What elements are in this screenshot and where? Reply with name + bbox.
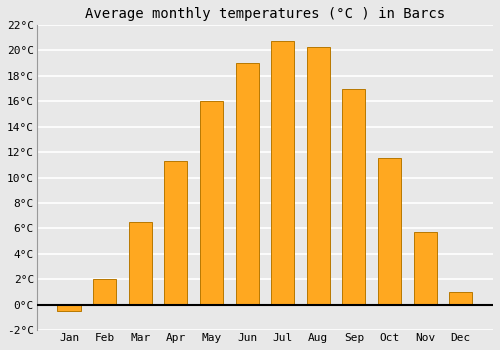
Bar: [164, 161, 188, 305]
Bar: [271, 41, 294, 305]
Bar: [236, 63, 258, 305]
Bar: [93, 279, 116, 305]
Bar: [378, 159, 401, 305]
Bar: [306, 47, 330, 305]
Bar: [128, 222, 152, 305]
Title: Average monthly temperatures (°C ) in Barcs: Average monthly temperatures (°C ) in Ba…: [85, 7, 445, 21]
Bar: [58, 305, 80, 311]
Bar: [414, 232, 436, 305]
Bar: [200, 101, 223, 305]
Bar: [449, 292, 472, 305]
Bar: [342, 89, 365, 305]
